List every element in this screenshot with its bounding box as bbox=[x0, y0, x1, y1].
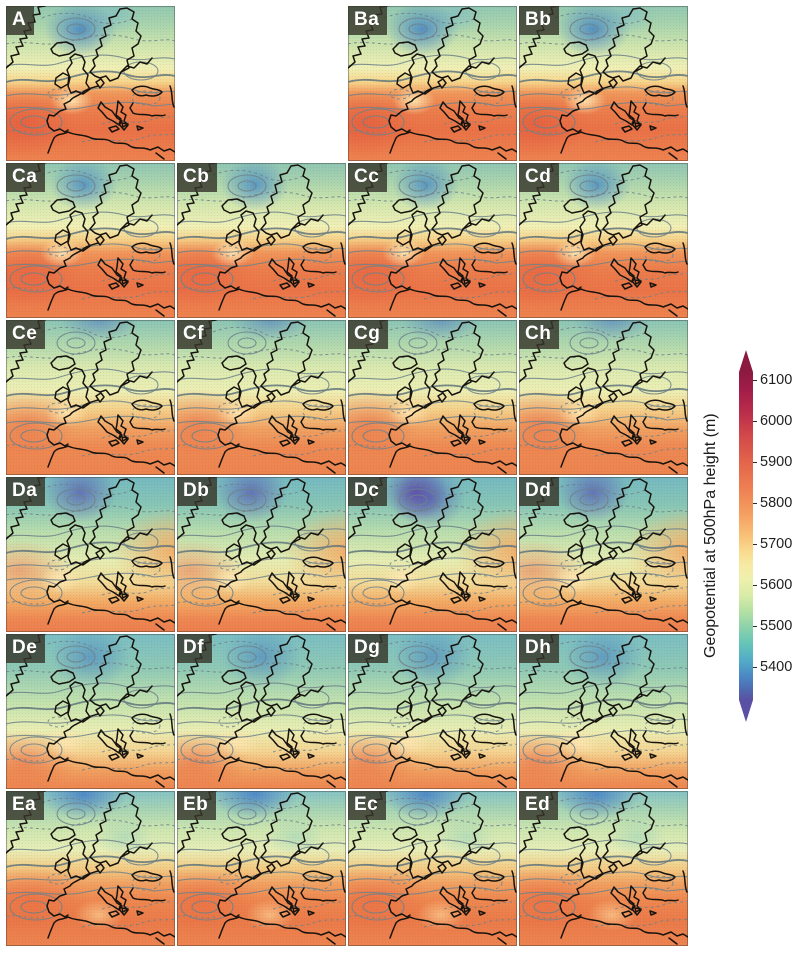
map-panel-Ch: Ch bbox=[519, 320, 688, 475]
map-panel-Cg: Cg bbox=[348, 320, 517, 475]
colorbar-tick-label: 6000 bbox=[760, 413, 793, 429]
panel-label: Da bbox=[6, 477, 46, 506]
map-panel-Ba: Ba bbox=[348, 6, 517, 161]
map-panel-Cd: Cd bbox=[519, 163, 688, 318]
map-panel-Ec: Ec bbox=[348, 791, 517, 946]
map-panel-Ea: Ea bbox=[6, 791, 175, 946]
panel-label: Eb bbox=[177, 791, 217, 820]
panel-label: Dc bbox=[348, 477, 388, 506]
colorbar-tick-mark bbox=[753, 667, 757, 669]
map-panel-Bb: Bb bbox=[519, 6, 688, 161]
colorbar-tick-mark bbox=[753, 585, 757, 587]
panel-label: Df bbox=[177, 634, 213, 663]
map-panel-Df: Df bbox=[177, 634, 346, 789]
map-panel-Ed: Ed bbox=[519, 791, 688, 946]
map-panel-Cc: Cc bbox=[348, 163, 517, 318]
panel-grid: A Ba Bb Ca Cb Cc bbox=[6, 6, 688, 946]
colorbar-tick-label: 5900 bbox=[760, 454, 793, 470]
panel-label: Dg bbox=[348, 634, 389, 663]
colorbar-extend-high-arrow bbox=[739, 350, 753, 372]
panel-label: Db bbox=[177, 477, 218, 506]
panel-label: Ca bbox=[6, 163, 46, 192]
map-panel-Cf: Cf bbox=[177, 320, 346, 475]
map-panel-Dh: Dh bbox=[519, 634, 688, 789]
panel-label: Dd bbox=[519, 477, 560, 506]
colorbar-tick-label: 5400 bbox=[760, 659, 793, 675]
map-panel-Dc: Dc bbox=[348, 477, 517, 632]
panel-label: Cf bbox=[177, 320, 213, 349]
colorbar-tick-label: 6100 bbox=[760, 372, 793, 388]
panel-label: Cb bbox=[177, 163, 218, 192]
panel-label: Ed bbox=[519, 791, 559, 820]
colorbar-title: Geopotential at 500hPa height (m) bbox=[702, 413, 719, 659]
colorbar-tick-mark bbox=[753, 421, 757, 423]
panel-label: A bbox=[6, 6, 35, 35]
panel-label: Ec bbox=[348, 791, 387, 820]
panel-label: Cc bbox=[348, 163, 388, 192]
map-panel-Eb: Eb bbox=[177, 791, 346, 946]
colorbar-tick-mark bbox=[753, 544, 757, 546]
colorbar: 6100 6000 5900 5800 5700 5600 5500 5400 bbox=[739, 350, 800, 722]
panel-label: Ce bbox=[6, 320, 46, 349]
colorbar-tick-mark bbox=[753, 462, 757, 464]
panel-label: Ba bbox=[348, 6, 388, 35]
panel-label: Cd bbox=[519, 163, 560, 192]
colorbar-tick-mark bbox=[753, 380, 757, 382]
panel-label: Bb bbox=[519, 6, 560, 35]
panel-label: Ch bbox=[519, 320, 560, 349]
map-panel-Ca: Ca bbox=[6, 163, 175, 318]
colorbar-tick-mark bbox=[753, 626, 757, 628]
colorbar-extend-low-arrow bbox=[739, 700, 753, 722]
panel-label: Ea bbox=[6, 791, 45, 820]
panel-label: Dh bbox=[519, 634, 560, 663]
colorbar-tick-mark bbox=[753, 503, 757, 505]
map-panel-De: De bbox=[6, 634, 175, 789]
map-panel-Dd: Dd bbox=[519, 477, 688, 632]
panel-label: Cg bbox=[348, 320, 389, 349]
map-panel-Ce: Ce bbox=[6, 320, 175, 475]
map-panel-Db: Db bbox=[177, 477, 346, 632]
colorbar-gradient bbox=[739, 372, 753, 700]
map-panel-Cb: Cb bbox=[177, 163, 346, 318]
map-panel-A: A bbox=[6, 6, 175, 161]
map-panel-Dg: Dg bbox=[348, 634, 517, 789]
colorbar-tick-label: 5600 bbox=[760, 577, 793, 593]
map-panel-Da: Da bbox=[6, 477, 175, 632]
colorbar-tick-label: 5800 bbox=[760, 495, 793, 511]
colorbar-tick-label: 5700 bbox=[760, 536, 793, 552]
colorbar-tick-label: 5500 bbox=[760, 618, 793, 634]
panel-label: De bbox=[6, 634, 46, 663]
